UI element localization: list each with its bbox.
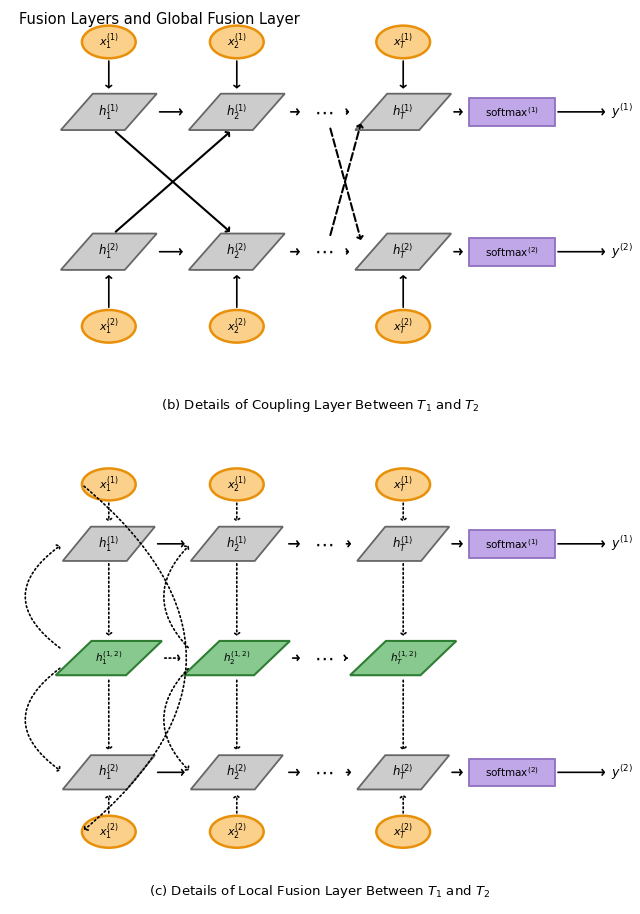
FancyBboxPatch shape (468, 238, 556, 266)
Polygon shape (189, 94, 285, 130)
Text: softmax$^{(1)}$: softmax$^{(1)}$ (485, 537, 539, 551)
Ellipse shape (376, 26, 430, 58)
Text: $h_1^{(1)}$: $h_1^{(1)}$ (98, 534, 120, 554)
Text: $x_T^{(2)}$: $x_T^{(2)}$ (394, 316, 413, 336)
Text: $y^{(2)}$: $y^{(2)}$ (611, 242, 633, 261)
Text: $x_2^{(1)}$: $x_2^{(1)}$ (227, 32, 246, 52)
Polygon shape (61, 94, 157, 130)
Text: $x_1^{(1)}$: $x_1^{(1)}$ (99, 32, 118, 52)
Text: $x_T^{(1)}$: $x_T^{(1)}$ (394, 474, 413, 494)
Polygon shape (357, 755, 449, 790)
Text: $\cdots$: $\cdots$ (314, 649, 333, 667)
Text: $x_T^{(1)}$: $x_T^{(1)}$ (394, 32, 413, 52)
Text: $h_1^{(1,2)}$: $h_1^{(1,2)}$ (95, 649, 122, 667)
Text: $h_2^{(2)}$: $h_2^{(2)}$ (226, 242, 248, 261)
Ellipse shape (82, 815, 136, 848)
FancyBboxPatch shape (468, 759, 556, 786)
Polygon shape (350, 641, 456, 675)
Text: $x_1^{(2)}$: $x_1^{(2)}$ (99, 316, 118, 336)
Text: $\cdots$: $\cdots$ (314, 763, 333, 781)
Text: $x_1^{(2)}$: $x_1^{(2)}$ (99, 822, 118, 842)
Text: $h_1^{(2)}$: $h_1^{(2)}$ (98, 242, 120, 261)
Ellipse shape (376, 815, 430, 848)
Polygon shape (184, 641, 290, 675)
Polygon shape (191, 526, 283, 561)
Text: Fusion Layers and Global Fusion Layer: Fusion Layers and Global Fusion Layer (19, 12, 300, 27)
Text: $y^{(2)}$: $y^{(2)}$ (611, 763, 633, 781)
Text: $\cdots$: $\cdots$ (314, 102, 333, 122)
Text: $h_1^{(2)}$: $h_1^{(2)}$ (98, 762, 120, 782)
Ellipse shape (82, 310, 136, 343)
Ellipse shape (210, 310, 264, 343)
Text: $y^{(1)}$: $y^{(1)}$ (611, 535, 633, 553)
Polygon shape (355, 234, 451, 270)
Text: $h_T^{(1,2)}$: $h_T^{(1,2)}$ (390, 649, 417, 667)
Polygon shape (63, 755, 155, 790)
Text: $x_1^{(1)}$: $x_1^{(1)}$ (99, 474, 118, 494)
Ellipse shape (376, 310, 430, 343)
Ellipse shape (210, 468, 264, 501)
Text: $x_2^{(1)}$: $x_2^{(1)}$ (227, 474, 246, 494)
Text: $h_2^{(2)}$: $h_2^{(2)}$ (226, 762, 248, 782)
Text: $x_T^{(2)}$: $x_T^{(2)}$ (394, 822, 413, 842)
Text: $h_2^{(1)}$: $h_2^{(1)}$ (226, 102, 248, 122)
Text: $h_2^{(1)}$: $h_2^{(1)}$ (226, 534, 248, 554)
Polygon shape (63, 526, 155, 561)
Text: $h_2^{(1,2)}$: $h_2^{(1,2)}$ (223, 649, 250, 667)
Polygon shape (56, 641, 162, 675)
FancyBboxPatch shape (468, 98, 556, 126)
Text: (b) Details of Coupling Layer Between $T_1$ and $T_2$: (b) Details of Coupling Layer Between $T… (161, 397, 479, 414)
Ellipse shape (82, 468, 136, 501)
Polygon shape (61, 234, 157, 270)
Text: softmax$^{(2)}$: softmax$^{(2)}$ (485, 765, 539, 780)
Text: softmax$^{(1)}$: softmax$^{(1)}$ (485, 105, 539, 119)
Polygon shape (189, 234, 285, 270)
Text: $x_2^{(2)}$: $x_2^{(2)}$ (227, 316, 246, 336)
Text: $h_T^{(2)}$: $h_T^{(2)}$ (392, 762, 414, 782)
Ellipse shape (376, 468, 430, 501)
Text: $x_2^{(2)}$: $x_2^{(2)}$ (227, 822, 246, 842)
Text: $\cdots$: $\cdots$ (314, 535, 333, 553)
FancyBboxPatch shape (468, 530, 556, 558)
Text: $y^{(1)}$: $y^{(1)}$ (611, 102, 633, 122)
Ellipse shape (210, 26, 264, 58)
Polygon shape (355, 94, 451, 130)
Text: (c) Details of Local Fusion Layer Between $T_1$ and $T_2$: (c) Details of Local Fusion Layer Betwee… (150, 883, 490, 899)
Ellipse shape (210, 815, 264, 848)
Ellipse shape (82, 26, 136, 58)
Text: $h_T^{(2)}$: $h_T^{(2)}$ (392, 242, 414, 261)
Text: softmax$^{(2)}$: softmax$^{(2)}$ (485, 245, 539, 259)
Text: $\cdots$: $\cdots$ (314, 242, 333, 261)
Text: $h_T^{(1)}$: $h_T^{(1)}$ (392, 534, 414, 554)
Text: $h_T^{(1)}$: $h_T^{(1)}$ (392, 102, 414, 122)
Polygon shape (191, 755, 283, 790)
Polygon shape (357, 526, 449, 561)
Text: $h_1^{(1)}$: $h_1^{(1)}$ (98, 102, 120, 122)
